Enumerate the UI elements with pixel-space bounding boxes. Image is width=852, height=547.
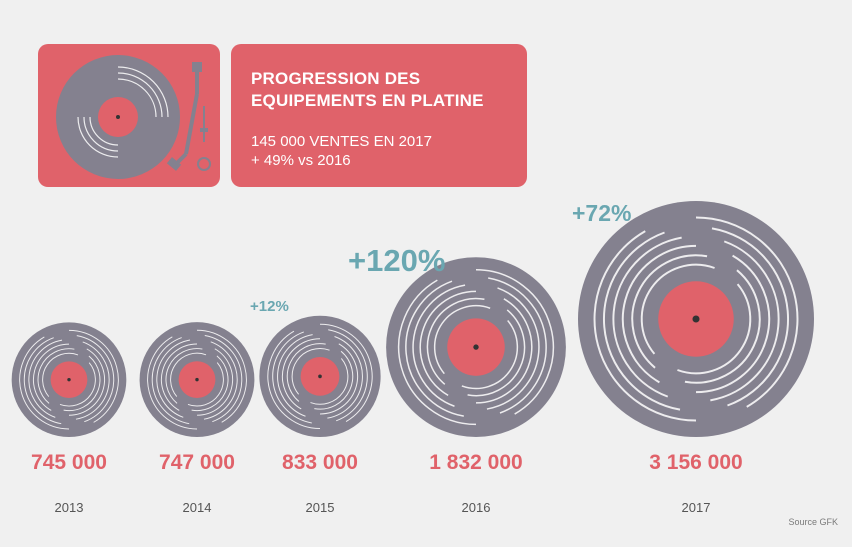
- record-groove: [314, 350, 354, 410]
- record-groove: [612, 236, 682, 398]
- record-groove: [405, 280, 464, 417]
- record-groove: [187, 362, 224, 407]
- record-groove: [695, 254, 771, 394]
- record-2015: [259, 315, 381, 437]
- value-label: 3 156 000: [649, 451, 742, 474]
- record-groove: [327, 336, 363, 419]
- record-hole: [692, 315, 700, 323]
- record-groove: [621, 244, 697, 384]
- record-groove: [319, 343, 359, 415]
- record-groove: [156, 339, 191, 418]
- record-groove: [281, 338, 321, 410]
- page-title: PROGRESSION DES EQUIPEMENTS EN PLATINE: [251, 69, 484, 110]
- value-label: 747 000: [159, 451, 235, 474]
- record-groove: [603, 231, 681, 411]
- record-groove: [328, 329, 368, 422]
- record-groove: [267, 330, 321, 430]
- record-groove: [23, 337, 62, 425]
- page-subtitle: 145 000 VENTES EN 2017 + 49% vs 2016: [251, 133, 432, 169]
- year-label: 2017: [682, 500, 711, 515]
- record-groove: [68, 348, 105, 416]
- turntable-icon: [56, 55, 211, 179]
- record-groove: [461, 320, 519, 390]
- record-groove: [310, 358, 349, 405]
- record-groove: [475, 298, 533, 404]
- year-label: 2016: [462, 500, 491, 515]
- record-groove: [147, 336, 198, 430]
- record-groove: [488, 277, 547, 414]
- record-groove: [397, 279, 477, 426]
- record-groove: [160, 343, 198, 411]
- record-groove: [277, 334, 313, 417]
- record-groove: [191, 355, 229, 412]
- record-groove: [151, 337, 190, 425]
- record-groove: [170, 352, 207, 397]
- growth-label: +72%: [572, 200, 631, 226]
- record-groove: [695, 216, 799, 408]
- record-groove: [486, 287, 540, 410]
- record-groove: [631, 254, 708, 369]
- record-hole: [195, 377, 199, 382]
- record-groove: [426, 297, 485, 385]
- record-groove: [76, 335, 115, 423]
- record-groove: [291, 348, 330, 395]
- record-groove: [710, 240, 780, 402]
- year-label: 2013: [55, 500, 84, 515]
- record-groove: [19, 336, 70, 430]
- record-groove: [203, 341, 238, 420]
- record-2017: [578, 201, 814, 437]
- record-groove: [75, 341, 110, 420]
- growth-label: +12%: [250, 298, 289, 315]
- record-hole: [67, 377, 71, 382]
- record-groove: [286, 343, 326, 402]
- record-groove: [272, 331, 312, 424]
- record-groove: [63, 355, 101, 412]
- record-groove: [593, 230, 697, 422]
- record-groove: [59, 362, 96, 407]
- record-2013: [11, 322, 127, 438]
- record-2016: [386, 257, 566, 438]
- record-groove: [196, 329, 247, 423]
- record-groove: [677, 283, 752, 375]
- title-panel: PROGRESSION DES EQUIPEMENTS EN PLATINE 1…: [231, 44, 527, 187]
- record-groove: [37, 348, 75, 404]
- year-label: 2015: [306, 500, 335, 515]
- record-groove: [711, 227, 789, 407]
- record-hole: [318, 374, 322, 379]
- record-groove: [467, 309, 526, 397]
- value-label: 833 000: [282, 451, 358, 474]
- record-groove: [165, 348, 203, 404]
- record-groove: [28, 339, 63, 418]
- source-note: Source GFK: [788, 517, 838, 527]
- record-groove: [319, 323, 373, 422]
- growth-label: +120%: [348, 243, 445, 278]
- record-groove: [419, 290, 477, 397]
- record-groove: [412, 284, 466, 407]
- record-groove: [33, 343, 70, 411]
- record-groove: [475, 269, 555, 415]
- value-label: 1 832 000: [429, 451, 522, 474]
- record-groove: [42, 352, 79, 397]
- year-label: 2014: [183, 500, 212, 515]
- value-label: 745 000: [31, 451, 107, 474]
- record-groove: [640, 263, 715, 355]
- turntable-panel: [38, 44, 220, 187]
- record-groove: [684, 269, 761, 384]
- record-hole: [473, 344, 479, 350]
- record-groove: [433, 305, 491, 375]
- record-groove: [196, 348, 234, 416]
- record-2014: [139, 322, 255, 438]
- record-groove: [68, 329, 119, 423]
- record-groove: [204, 335, 243, 423]
